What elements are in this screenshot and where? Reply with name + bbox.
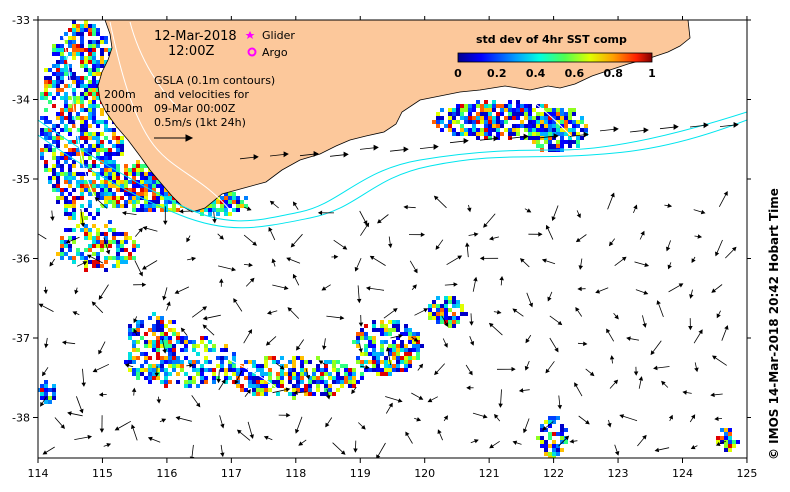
y-tick-label: -34 (12, 94, 30, 107)
y-tick-label: -37 (12, 332, 30, 345)
x-tick-label: 115 (92, 467, 113, 480)
map-time: 12:00Z (168, 44, 214, 59)
velocity-scale-arrow-icon (154, 134, 194, 142)
isobath-lines (38, 111, 747, 229)
gsla-caption-line2: and velocities for (154, 88, 249, 101)
glider-marker-icon (245, 31, 255, 39)
x-tick-label: 118 (285, 467, 306, 480)
plot-frame (37, 19, 748, 459)
y-tick-label: -36 (12, 253, 30, 266)
x-tick-label: 117 (221, 467, 242, 480)
colorbar-tick-label: 0.2 (487, 67, 507, 80)
colorbar-tick-label: 0 (454, 67, 462, 80)
x-tick-label: 123 (608, 467, 629, 480)
x-tick-label: 125 (736, 467, 757, 480)
credit-text: © IMOS 14-Mar-2018 20:42 Hobart Time (767, 188, 781, 460)
x-tick-label: 114 (28, 467, 49, 480)
colorbar-title: std dev of 4hr SST comp (476, 33, 627, 46)
isobath-label-200m: 200m (104, 88, 136, 101)
velocity-arrows (38, 121, 739, 458)
y-tick-label: -35 (12, 173, 30, 186)
land-australia (97, 20, 691, 213)
colorbar-tick-label: 0.8 (603, 67, 623, 80)
isobath-label-1000m: 1000m (104, 102, 143, 115)
map-date: 12-Mar-2018 (154, 29, 237, 44)
x-tick-label: 124 (672, 467, 693, 480)
y-tick-label: -38 (12, 412, 30, 425)
x-tick-label: 120 (414, 467, 435, 480)
y-tick-label: -33 (12, 14, 30, 27)
gsla-caption-line1: GSLA (0.1m contours) (154, 74, 275, 87)
colorbar-tick-label: 1 (648, 67, 656, 80)
velocity-scale-label: 0.5m/s (1kt 24h) (154, 116, 246, 129)
x-tick-label: 121 (479, 467, 500, 480)
x-axis: 114 115 116 117 118 119 120 121 122 123 124 125 (28, 16, 757, 480)
colorbar-tick-label: 0.6 (565, 67, 585, 80)
x-tick-label: 116 (156, 467, 177, 480)
colorbar-ticks: 0 0.2 0.4 0.6 0.8 1 (454, 67, 656, 80)
gsla-caption-line3: 09-Mar 00:00Z (154, 102, 236, 115)
colorbar-tick-label: 0.4 (526, 67, 546, 80)
argo-marker-icon (247, 47, 257, 57)
x-tick-label: 119 (350, 467, 371, 480)
colorbar (457, 52, 653, 63)
x-tick-label: 122 (543, 467, 564, 480)
legend-glider: Glider (262, 29, 295, 42)
y-axis: -33 -34 -35 -36 -37 -38 (12, 14, 751, 425)
legend-argo: Argo (262, 46, 288, 59)
